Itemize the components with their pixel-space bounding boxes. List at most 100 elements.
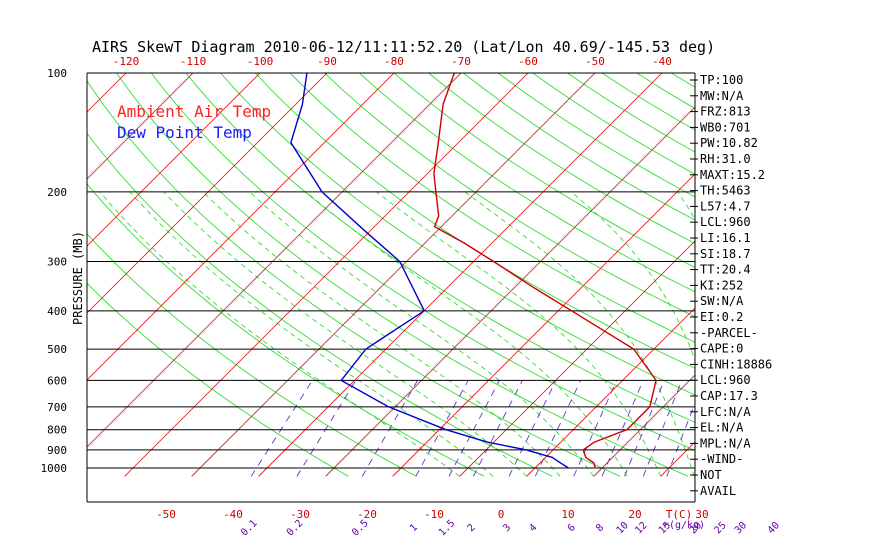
bottom-temp-tick-label: -50 — [156, 508, 176, 521]
isotherm — [459, 240, 695, 477]
isotherm — [87, 73, 194, 180]
top-temp-tick-label: -50 — [585, 55, 605, 68]
mixing-ratio-line — [472, 380, 523, 477]
stats-item: MAXT:15.2 — [700, 168, 765, 182]
stats-item: SI:18.7 — [700, 247, 751, 261]
mixing-ratio-tick-label: 12 — [633, 520, 649, 536]
mixing-ratio-tick-label: 0.2 — [285, 518, 306, 539]
bottom-temp-tick-label: -30 — [290, 508, 310, 521]
isotherm — [325, 106, 695, 477]
top-temp-tick-label: -120 — [113, 55, 140, 68]
series-ambient-air-temp — [433, 73, 657, 469]
dry-adiabat — [87, 282, 349, 477]
bottom-temp-tick-label: 0 — [498, 508, 505, 521]
mixing-ratio-line — [508, 380, 557, 477]
stats-item: TT:20.4 — [700, 263, 751, 277]
isotherm — [593, 374, 695, 477]
mixing-ratio-tick-label: 30 — [733, 520, 749, 536]
series-dew-point-temp — [290, 73, 569, 469]
dry-adiabat — [220, 73, 695, 396]
mixing-ratio-tick-label: 1.5 — [437, 518, 458, 539]
stats-item: EL:N/A — [700, 421, 744, 435]
isotherm — [124, 73, 529, 477]
mixing-ratio-line — [448, 380, 500, 477]
dry-adiabat — [359, 73, 695, 293]
moist-adiabat — [376, 191, 662, 477]
pressure-tick-label: 400 — [47, 305, 67, 318]
moist-adiabat — [99, 191, 460, 477]
mixing-ratio-tick-label: 25 — [712, 520, 728, 536]
top-temp-tick-label: -80 — [384, 55, 404, 68]
stats-item: FRZ:813 — [700, 105, 751, 119]
mixing-ratio-line — [296, 380, 357, 477]
dry-adiabat — [116, 73, 689, 477]
dry-adiabat — [497, 73, 695, 198]
bottom-temp-tick-label: 10 — [561, 508, 574, 521]
mixing-ratio-line — [776, 380, 806, 476]
stats-item: NOT — [700, 468, 722, 482]
pressure-tick-label: 300 — [47, 255, 67, 268]
stats-item: AVAIL — [700, 484, 736, 498]
stats-item: MW:N/A — [700, 89, 744, 103]
series-group — [290, 73, 657, 469]
moist-adiabat — [163, 191, 527, 477]
legend-ambient-air-temp: Ambient Air Temp — [117, 102, 271, 121]
stats-item: RH:31.0 — [700, 152, 751, 166]
stats-item: CAPE:0 — [700, 342, 743, 356]
pressure-tick-label: 1000 — [41, 462, 68, 475]
dry-adiabat — [324, 73, 695, 318]
dry-adiabat — [393, 73, 695, 268]
stats-item: WB0:701 — [700, 120, 751, 134]
moist-adiabat — [305, 191, 628, 477]
top-temp-tick-label: -40 — [652, 55, 672, 68]
mixing-ratio-line — [601, 380, 644, 477]
bottom-temp-tick-label: -10 — [424, 508, 444, 521]
dry-adiabat — [289, 73, 695, 343]
legend: Ambient Air Temp Dew Point Temp — [117, 102, 271, 142]
stats-item: CINH:18886 — [700, 357, 772, 371]
mixing-ratio-tick-label: 2 — [466, 522, 478, 534]
stats-item: KI:252 — [700, 278, 743, 292]
moist-adiabat — [464, 191, 695, 477]
dry-adiabat — [150, 73, 695, 451]
top-temp-tick-label: -110 — [180, 55, 207, 68]
stats-item: LFC:N/A — [700, 405, 751, 419]
top-temp-tick-label: -70 — [451, 55, 471, 68]
moist-adiabat — [249, 191, 594, 477]
stats-item: MPL:N/A — [700, 436, 751, 450]
dry-adiabat — [254, 73, 695, 369]
bottom-temp-tick-label: -20 — [357, 508, 377, 521]
mixing-ratio-line — [573, 380, 618, 477]
mixing-ratio-tick-label: 10 — [615, 520, 631, 536]
mixing-ratio-tick-label: 0.1 — [239, 518, 260, 539]
stats-item: EI:0.2 — [700, 310, 743, 324]
isotherm — [87, 73, 328, 314]
isotherm — [0, 55, 10, 476]
pressure-tick-label: 100 — [47, 67, 67, 80]
isotherm — [258, 73, 663, 477]
pressure-tick-label: 700 — [47, 401, 67, 414]
top-temp-tick-label: -60 — [518, 55, 538, 68]
isotherm — [526, 307, 695, 477]
pressure-tick-label: 200 — [47, 186, 67, 199]
stats-item: SW:N/A — [700, 294, 744, 308]
mixing-ratio-line — [361, 380, 418, 477]
stats-item: TH:5463 — [700, 184, 751, 198]
stats-item: LI:16.1 — [700, 231, 751, 245]
chart-title: AIRS SkewT Diagram 2010-06-12/11:11:52.2… — [92, 38, 715, 56]
y-axis-label: PRESSURE (MB) — [71, 231, 85, 325]
bottom-temp-tick-label: 20 — [628, 508, 641, 521]
stats-item: L57:4.7 — [700, 199, 751, 213]
temp-unit-label: T(C) — [666, 508, 693, 521]
isotherm — [87, 73, 261, 247]
dry-adiabat — [87, 80, 621, 477]
moist-adiabat — [763, 192, 795, 477]
mixing-ratio-line — [250, 380, 313, 477]
dry-adiabat — [463, 73, 695, 221]
mixing-ratio-tick-label: 8 — [594, 522, 606, 534]
mixing-ratio-tick-label: 4 — [527, 522, 539, 534]
stats-item: TP:100 — [700, 73, 743, 87]
legend-dew-point-temp: Dew Point Temp — [117, 123, 252, 142]
pressure-tick-label: 900 — [47, 444, 67, 457]
